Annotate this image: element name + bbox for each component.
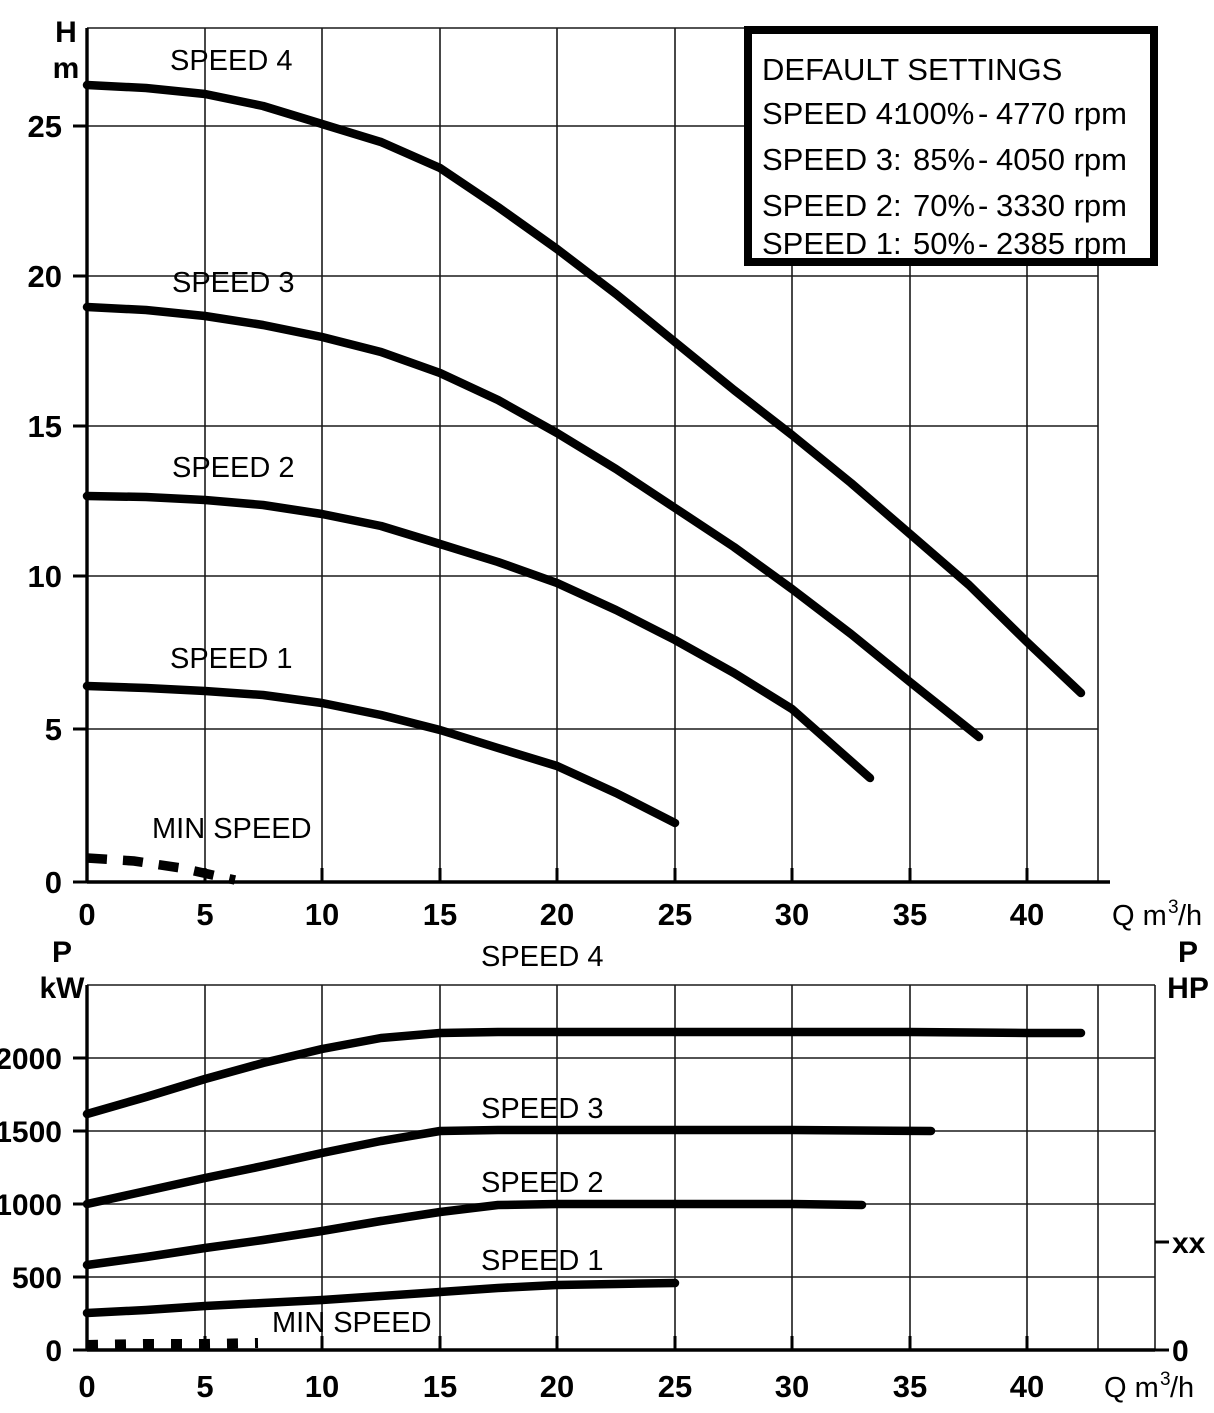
legend-row-1-percent: 85% bbox=[913, 142, 975, 177]
power-y-axis-title-kw: kW bbox=[40, 972, 86, 1005]
head-x-axis-title: Q m bbox=[1112, 900, 1167, 932]
legend-row-1-dash: - bbox=[978, 142, 988, 177]
head-x-axis-title-sup: 3 bbox=[1168, 897, 1179, 918]
power-x-tick-20: 20 bbox=[540, 1369, 574, 1404]
head-x-tick-35: 35 bbox=[893, 897, 927, 932]
power-curve-min-speed bbox=[86, 1338, 259, 1350]
head-chart-svg: 0 5 10 15 20 25 0 5 10 15 20 25 30 35 40… bbox=[28, 16, 1203, 932]
power-label-min-speed: MIN SPEED bbox=[272, 1307, 432, 1339]
power-label-speed2: SPEED 2 bbox=[481, 1167, 604, 1199]
power-y2-axis-title-p: P bbox=[1178, 940, 1198, 969]
head-y-tick-5: 5 bbox=[45, 712, 62, 747]
legend-row-0-percent: 100% bbox=[895, 96, 974, 131]
legend-row-0-dash: - bbox=[978, 96, 988, 131]
head-x-axis-title-tail: /h bbox=[1178, 900, 1202, 932]
head-chart-y-ticks bbox=[73, 124, 87, 884]
head-curve-speed1-line bbox=[82, 681, 680, 828]
power-x-axis-title-tail: /h bbox=[1170, 1372, 1194, 1404]
head-y-tick-25: 25 bbox=[28, 109, 62, 144]
power-y-tick-1500: 1500 bbox=[0, 1116, 62, 1149]
power-x-tick-35: 35 bbox=[893, 1369, 927, 1404]
power-x-tick-30: 30 bbox=[775, 1369, 809, 1404]
head-x-tick-25: 25 bbox=[658, 897, 692, 932]
power-curve-speed1-line bbox=[82, 1278, 680, 1318]
head-curve-speed4-line bbox=[82, 80, 1086, 698]
power-x-tick-5: 5 bbox=[196, 1369, 213, 1404]
head-curve-speed3-line bbox=[82, 302, 984, 742]
power-curve-speed4-line bbox=[82, 1027, 1086, 1119]
legend-row-1-speed: SPEED 3: bbox=[762, 142, 902, 177]
head-chart-x-ticks bbox=[85, 868, 1029, 882]
power-chart-svg: 0 500 1000 1500 2000 0 xx 0 5 10 15 20 2… bbox=[0, 940, 1209, 1404]
head-y-axis-title-m: m bbox=[53, 52, 80, 85]
power-chart-y2-ticks bbox=[1155, 1240, 1169, 1352]
power-y-axis-title-p: P bbox=[52, 940, 72, 969]
head-y-tick-0: 0 bbox=[45, 865, 62, 900]
head-y-axis-title-h: H bbox=[55, 16, 77, 49]
head-y-tick-10: 10 bbox=[28, 559, 62, 594]
head-curve-chart: 0 5 10 15 20 25 0 5 10 15 20 25 30 35 40… bbox=[28, 16, 1203, 932]
power-y-tick-500: 500 bbox=[12, 1262, 62, 1295]
head-curve-min-speed bbox=[86, 853, 237, 885]
legend-title: DEFAULT SETTINGS bbox=[762, 52, 1062, 87]
legend-row-2-speed: SPEED 2: bbox=[762, 188, 902, 223]
head-x-tick-0: 0 bbox=[78, 897, 95, 932]
head-x-tick-5: 5 bbox=[196, 897, 213, 932]
head-x-tick-40: 40 bbox=[1010, 897, 1044, 932]
head-x-tick-10: 10 bbox=[305, 897, 339, 932]
head-x-tick-30: 30 bbox=[775, 897, 809, 932]
default-settings-legend: DEFAULT SETTINGS SPEED 4: 100% - 4770 rp… bbox=[744, 26, 1158, 266]
legend-row-2-dash: - bbox=[978, 188, 988, 223]
power-curve-chart: 0 500 1000 1500 2000 0 xx 0 5 10 15 20 2… bbox=[0, 940, 1214, 1413]
legend-row-1-rpm: 4050 rpm bbox=[996, 142, 1127, 177]
legend-row-3-dash: - bbox=[978, 226, 988, 261]
head-label-speed4: SPEED 4 bbox=[170, 45, 293, 77]
power-x-tick-0: 0 bbox=[78, 1369, 95, 1404]
legend-row-0-speed: SPEED 4: bbox=[762, 96, 902, 131]
legend-row-3-percent: 50% bbox=[913, 226, 975, 261]
power-x-axis-title-sup: 3 bbox=[1160, 1369, 1171, 1390]
power-y2-tick-xx: xx bbox=[1172, 1227, 1206, 1260]
power-y2-tick-0: 0 bbox=[1172, 1335, 1189, 1368]
head-curve-speed2-line bbox=[82, 491, 875, 783]
legend-row-3-speed: SPEED 1: bbox=[762, 226, 902, 261]
head-label-min-speed: MIN SPEED bbox=[152, 813, 312, 845]
power-chart-vertical-gridlines bbox=[204, 985, 1156, 1350]
head-x-tick-15: 15 bbox=[423, 897, 457, 932]
power-x-tick-40: 40 bbox=[1010, 1369, 1044, 1404]
head-y-tick-15: 15 bbox=[28, 409, 62, 444]
head-y-tick-20: 20 bbox=[28, 259, 62, 294]
head-label-speed1: SPEED 1 bbox=[170, 643, 293, 675]
head-label-speed3: SPEED 3 bbox=[172, 267, 295, 299]
power-label-speed3: SPEED 3 bbox=[481, 1093, 604, 1125]
power-curve-speed2-line bbox=[82, 1199, 867, 1270]
legend-row-3-rpm: 2385 rpm bbox=[996, 226, 1127, 261]
legend-row-2-percent: 70% bbox=[913, 188, 975, 223]
power-y-tick-0: 0 bbox=[45, 1335, 62, 1368]
legend-row-2-rpm: 3330 rpm bbox=[996, 188, 1127, 223]
head-label-speed2: SPEED 2 bbox=[172, 452, 295, 484]
power-x-tick-15: 15 bbox=[423, 1369, 457, 1404]
power-x-tick-25: 25 bbox=[658, 1369, 692, 1404]
head-x-tick-20: 20 bbox=[540, 897, 574, 932]
power-curve-speed3-line bbox=[82, 1125, 936, 1209]
legend-row-0-rpm: 4770 rpm bbox=[996, 96, 1127, 131]
power-label-speed4: SPEED 4 bbox=[481, 941, 604, 973]
power-label-speed1: SPEED 1 bbox=[481, 1245, 604, 1277]
power-x-axis-title: Q m bbox=[1104, 1372, 1159, 1404]
power-y2-axis-title-hp: HP bbox=[1167, 972, 1209, 1005]
power-y-tick-1000: 1000 bbox=[0, 1189, 62, 1222]
power-y-tick-2000: 2000 bbox=[0, 1043, 62, 1076]
power-x-tick-10: 10 bbox=[305, 1369, 339, 1404]
